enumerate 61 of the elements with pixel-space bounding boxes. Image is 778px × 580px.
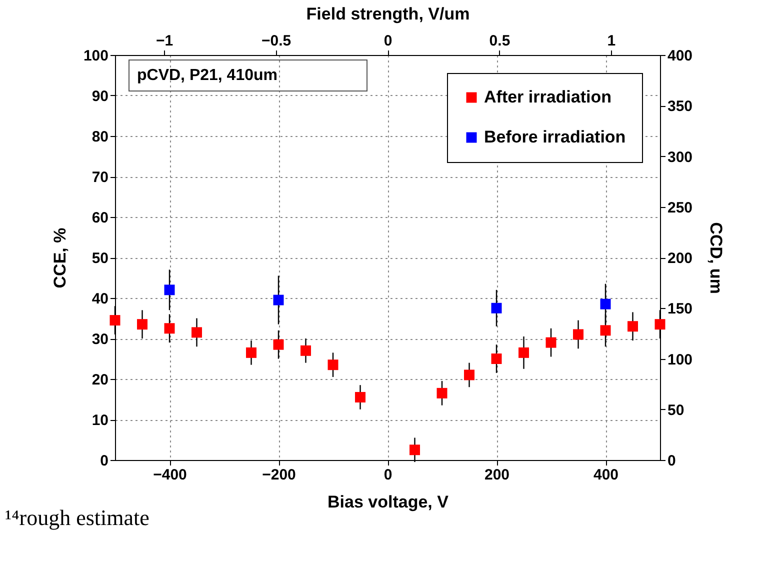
y-tick-label: 100 bbox=[83, 48, 108, 64]
point bbox=[273, 339, 284, 350]
x-tick-label: 400 bbox=[593, 466, 619, 484]
y-tick-label: 40 bbox=[92, 290, 108, 308]
point bbox=[518, 347, 529, 358]
y-tick-label: 80 bbox=[92, 128, 108, 146]
x-tick-label: −400 bbox=[153, 466, 187, 484]
y2-tick-label: 50 bbox=[668, 402, 684, 419]
point bbox=[600, 298, 611, 310]
y-tick-label: 20 bbox=[92, 372, 108, 388]
x-tick-label: 200 bbox=[484, 466, 510, 484]
text: ¹⁴rough estimate bbox=[5, 505, 150, 530]
point bbox=[628, 321, 638, 332]
x-tick-label: −200 bbox=[262, 466, 296, 484]
point bbox=[110, 315, 120, 326]
y2-axis-title: CCD, um bbox=[706, 222, 726, 294]
x2-tick-label: 1 bbox=[607, 32, 616, 50]
y2-tick-label: 100 bbox=[668, 351, 693, 368]
y2-tick-label: 250 bbox=[668, 199, 693, 216]
point bbox=[410, 444, 420, 456]
point bbox=[491, 354, 502, 364]
y2-tick-label: 400 bbox=[668, 48, 693, 64]
point bbox=[164, 323, 175, 334]
x2-axis-title: Field strength, V/um bbox=[306, 4, 470, 24]
x2-tick-label: −1 bbox=[156, 32, 174, 50]
y2-tick-label: 0 bbox=[668, 452, 676, 470]
point bbox=[546, 337, 556, 348]
y2-tick-label: 300 bbox=[668, 148, 693, 166]
y-axis-title: CCE, % bbox=[50, 228, 70, 288]
point bbox=[137, 319, 148, 330]
point bbox=[654, 319, 666, 330]
y-tick-label: 50 bbox=[92, 250, 108, 267]
y2-tick-label: 200 bbox=[668, 250, 693, 267]
y-tick-label: 0 bbox=[100, 452, 108, 470]
point bbox=[600, 325, 611, 336]
annotation: pCVD, P21, 410um bbox=[137, 67, 278, 84]
x-tick-label: 0 bbox=[384, 466, 392, 484]
point bbox=[436, 388, 448, 398]
y-tick-label: 10 bbox=[92, 412, 108, 429]
y2-tick-label: 350 bbox=[668, 98, 693, 116]
legend-label: After irradiation bbox=[484, 88, 612, 106]
point bbox=[164, 284, 175, 296]
x2-tick-label: 0.5 bbox=[489, 32, 510, 50]
point bbox=[246, 347, 256, 358]
y-tick-label: 30 bbox=[92, 331, 108, 348]
x2-tick-label: −0.5 bbox=[261, 32, 292, 50]
y-tick-label: 70 bbox=[92, 169, 108, 186]
y-tick-label: 90 bbox=[92, 88, 108, 105]
point bbox=[355, 392, 366, 402]
point bbox=[273, 294, 284, 306]
point bbox=[464, 370, 474, 380]
point bbox=[328, 360, 338, 370]
point bbox=[300, 345, 311, 356]
x-axis-title: Bias voltage, V bbox=[328, 492, 450, 512]
y2-tick-label: 150 bbox=[668, 300, 693, 318]
point bbox=[192, 327, 202, 338]
point bbox=[491, 302, 502, 314]
y-tick-label: 60 bbox=[92, 210, 108, 226]
legend-label: Before irradiation bbox=[484, 128, 626, 146]
point bbox=[573, 329, 584, 340]
x2-tick-label: 0 bbox=[384, 32, 392, 50]
